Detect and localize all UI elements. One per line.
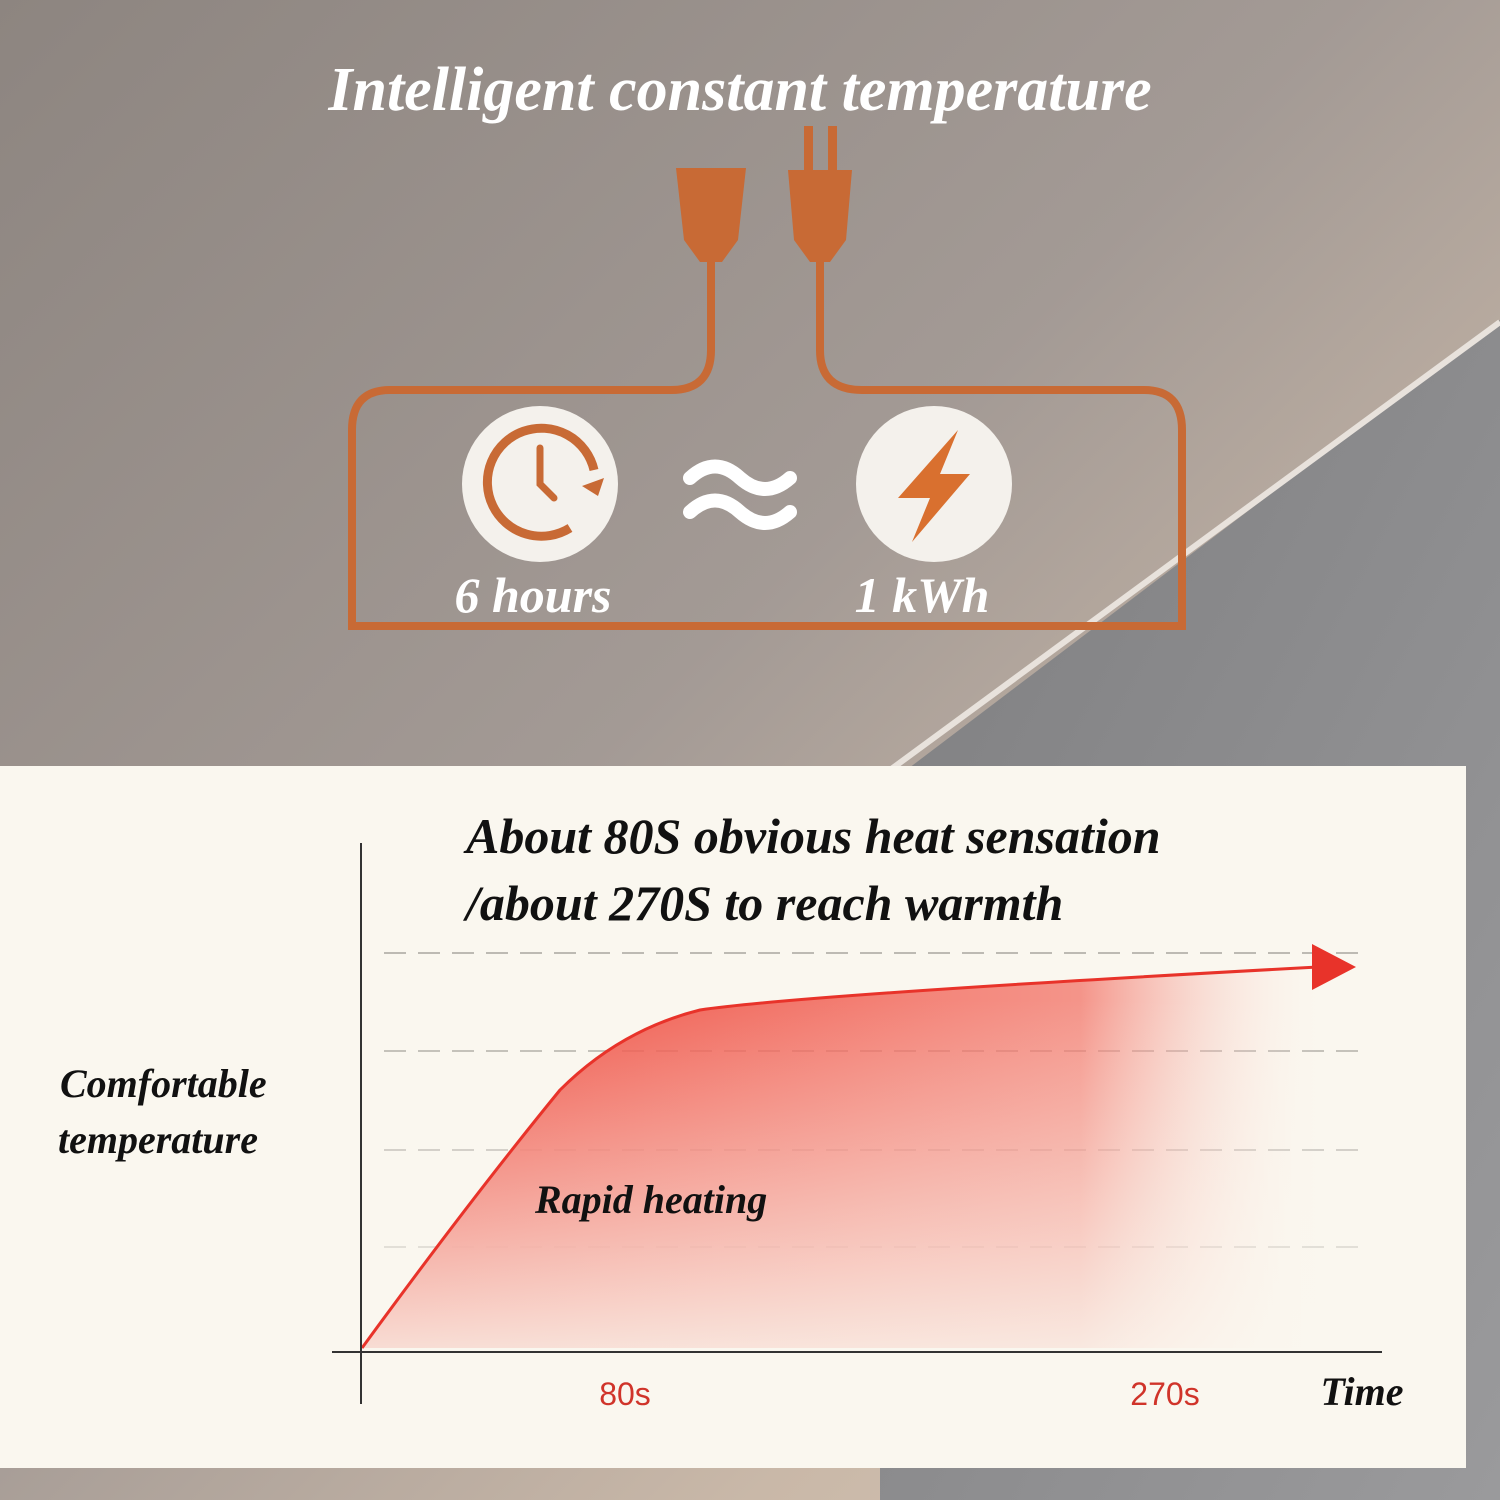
curve-label: Rapid heating	[534, 1177, 767, 1222]
clock-arrow	[582, 478, 604, 496]
heat-curve	[360, 965, 1319, 1349]
graph-title: /about 270S to reach warmth	[462, 875, 1063, 931]
heat-fade	[362, 1000, 1362, 1348]
cord-frame	[348, 262, 1186, 630]
duration: 6 hours	[454, 567, 611, 623]
clock-hands	[536, 444, 558, 502]
title: Intelligent constant temperature	[327, 56, 1151, 124]
energy: 1 kWh	[855, 567, 990, 623]
y-axis-label: temperature	[58, 1117, 258, 1162]
plug-icons	[676, 126, 852, 262]
approx-symbol	[683, 459, 797, 530]
arrow-head	[1312, 944, 1356, 990]
x-tick-label: 80s	[599, 1376, 651, 1412]
y-axis-label: Comfortable	[60, 1061, 267, 1106]
graph-title: About 80S obvious heat sensation	[463, 808, 1161, 864]
edge-line	[888, 319, 1500, 773]
x-tick-label: 270s	[1130, 1376, 1199, 1412]
clock-arc	[482, 423, 599, 541]
x-axis-label: Time	[1321, 1369, 1404, 1414]
lightning	[898, 430, 970, 542]
